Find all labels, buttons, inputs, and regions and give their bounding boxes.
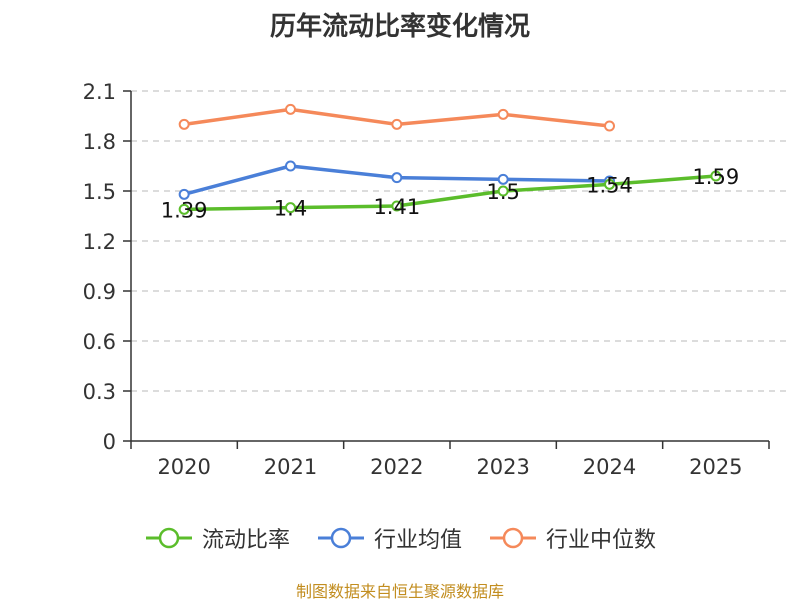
data-label: 1.5 bbox=[486, 180, 519, 204]
y-tick-label: 1.8 bbox=[83, 130, 116, 154]
data-label: 1.4 bbox=[274, 197, 307, 221]
data-point bbox=[391, 200, 403, 212]
data-point bbox=[178, 118, 190, 130]
legend-marker-industry-median bbox=[490, 527, 536, 549]
data-source-note: 制图数据来自恒生聚源数据库 bbox=[295, 582, 504, 601]
x-tick-label: 2020 bbox=[157, 455, 210, 479]
data-point bbox=[391, 118, 403, 130]
legend-marker-current-ratio bbox=[145, 527, 192, 549]
y-tick-label: 1.5 bbox=[83, 180, 116, 204]
data-point bbox=[710, 170, 722, 182]
data-point bbox=[178, 188, 190, 200]
data-point bbox=[604, 178, 615, 190]
data-point bbox=[497, 108, 509, 120]
line-chart: 0 0.3 0.6 0.9 1.2 1.5 1.8 2.1 2020 2021 2022 2023 20… bbox=[83, 80, 791, 479]
legend-label-current-ratio: 流动比率 bbox=[201, 528, 290, 553]
y-tick-label: 0 bbox=[103, 430, 116, 454]
x-tick-label: 2025 bbox=[689, 455, 742, 479]
legend-label-industry-mean: 行业均值 bbox=[373, 528, 462, 553]
data-label: 1.54 bbox=[586, 173, 633, 197]
series-line bbox=[184, 174, 716, 212]
data-point bbox=[391, 172, 403, 184]
x-tick-label: 2021 bbox=[264, 455, 317, 479]
chart-title: 历年流动比率变化情况 bbox=[269, 12, 530, 42]
y-tick-label: 0.9 bbox=[83, 280, 116, 304]
data-point bbox=[285, 103, 296, 115]
legend-item-industry-mean[interactable]: 行业均值 bbox=[316, 522, 462, 554]
data-point bbox=[604, 120, 615, 132]
data-point bbox=[285, 160, 296, 172]
data-point bbox=[178, 203, 190, 215]
x-tick-label: 2022 bbox=[370, 455, 423, 479]
x-tick-label: 2023 bbox=[476, 455, 529, 479]
data-label: 1.39 bbox=[161, 198, 208, 222]
x-tick-label: 2024 bbox=[583, 455, 636, 479]
legend-label-industry-median: 行业中位数 bbox=[546, 528, 657, 553]
legend-item-industry-median[interactable]: 行业中位数 bbox=[488, 522, 656, 554]
data-point bbox=[285, 202, 296, 214]
legend-marker-industry-mean bbox=[317, 527, 364, 549]
data-point bbox=[497, 173, 509, 185]
legend: 流动比率 行业均值 行业中位数 bbox=[0, 518, 800, 558]
y-tick-label: 0.6 bbox=[83, 330, 116, 354]
y-tick-label: 0.3 bbox=[83, 380, 116, 404]
legend-item-current-ratio[interactable]: 流动比率 bbox=[144, 522, 290, 554]
y-tick-label: 1.2 bbox=[83, 230, 116, 254]
data-label: 1.59 bbox=[692, 165, 739, 189]
y-tick-label: 2.1 bbox=[83, 80, 116, 104]
data-label: 1.41 bbox=[373, 195, 420, 219]
data-point bbox=[497, 185, 509, 197]
